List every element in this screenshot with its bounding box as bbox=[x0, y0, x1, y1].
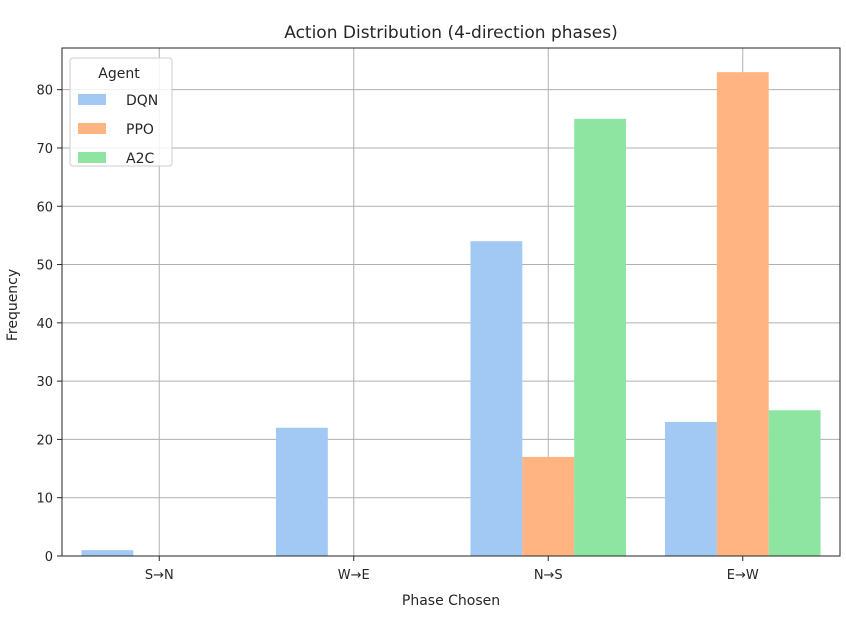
legend-swatch-ppo bbox=[78, 123, 106, 134]
legend-label-a2c: A2C bbox=[126, 151, 154, 167]
bar-ppo bbox=[522, 456, 575, 556]
y-tick-label: 10 bbox=[36, 492, 53, 507]
legend-label-ppo: PPO bbox=[126, 122, 154, 138]
y-tick-label: 60 bbox=[36, 200, 53, 215]
legend-swatch-dqn bbox=[78, 94, 106, 105]
legend: Agent DQN PPO A2C bbox=[69, 57, 173, 167]
legend-title: Agent bbox=[98, 66, 140, 82]
plot-frame bbox=[61, 47, 841, 557]
x-axis-label: Phase Chosen bbox=[402, 593, 500, 609]
y-tick-label: 50 bbox=[36, 259, 53, 274]
bar-ppo bbox=[716, 72, 769, 556]
y-axis-ticks: 0 10 20 30 40 50 60 70 80 bbox=[36, 84, 62, 565]
x-tick-label: W→E bbox=[338, 568, 370, 583]
bar-dqn bbox=[275, 427, 328, 556]
bar-dqn bbox=[664, 421, 717, 556]
y-tick-label: 20 bbox=[36, 433, 53, 448]
legend-box bbox=[69, 57, 173, 167]
x-tick-label: E→W bbox=[727, 568, 759, 583]
y-tick-label: 40 bbox=[36, 317, 53, 332]
y-axis-label: Frequency bbox=[5, 269, 21, 341]
legend-swatch-a2c bbox=[78, 152, 106, 163]
bar-a2c bbox=[768, 410, 821, 556]
bar-a2c bbox=[574, 118, 627, 556]
x-tick-label: S→N bbox=[145, 568, 174, 583]
bar-dqn bbox=[470, 241, 523, 556]
grid bbox=[62, 48, 840, 557]
x-tick-label: N→S bbox=[534, 568, 563, 583]
bars bbox=[81, 72, 821, 556]
y-tick-label: 30 bbox=[36, 375, 53, 390]
x-axis-ticks: S→N W→E N→S E→W bbox=[145, 556, 759, 583]
y-tick-label: 70 bbox=[36, 142, 53, 157]
bar-dqn bbox=[81, 550, 134, 556]
chart-title: Action Distribution (4-direction phases) bbox=[284, 23, 618, 43]
y-tick-label: 0 bbox=[45, 550, 53, 565]
y-tick-label: 80 bbox=[36, 84, 53, 99]
legend-label-dqn: DQN bbox=[126, 93, 158, 109]
